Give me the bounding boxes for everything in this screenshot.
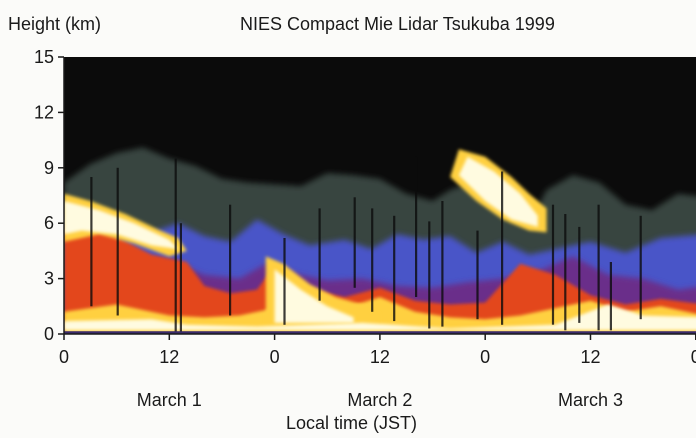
near-surface-layer [64, 304, 696, 331]
data-gap-streak [639, 215, 642, 320]
x-tick-label: 12 [370, 347, 390, 367]
y-tick-label: 3 [44, 269, 54, 289]
y-tick-label: 6 [44, 213, 54, 233]
x-axis-label: Local time (JST) [286, 413, 418, 433]
data-gap-streak [116, 167, 119, 316]
data-gap-streak [441, 201, 444, 327]
data-gap-streak [174, 158, 177, 334]
y-tick-label: 15 [34, 47, 54, 67]
chart-title: NIES Compact Mie Lidar Tsukuba 1999 [240, 14, 555, 34]
x-tick-label: 12 [580, 347, 600, 367]
x-tick-label: 0 [691, 347, 696, 367]
data-gap-streak [415, 156, 418, 297]
heatmap-plot-area [64, 57, 696, 334]
y-tick-label: 0 [44, 324, 54, 344]
data-gap-streak [283, 238, 286, 325]
cloud-layer-march3-core [458, 156, 538, 227]
data-gap-streak [179, 223, 182, 334]
cloud-layer-march1-core [64, 201, 179, 250]
data-gap-streak [597, 204, 600, 331]
very-strong-signal-region [64, 297, 696, 334]
data-gap-streak [318, 208, 321, 301]
day-label: March 2 [347, 390, 412, 410]
data-gap-streak [564, 214, 567, 331]
data-gap-streak [229, 204, 232, 316]
strong-signal-region [64, 225, 696, 334]
axes: 0 3 6 9 12 15 0 12 0 12 0 12 0 March 1 March 2 March 3 [34, 47, 696, 410]
data-gap-streak [90, 177, 93, 307]
day-label: March 1 [137, 390, 202, 410]
data-gap-streak [609, 262, 612, 331]
data-gap-streak [371, 208, 374, 312]
data-gap-streak [501, 171, 504, 325]
data-gap-streak [428, 221, 431, 329]
x-tick-label: 0 [270, 347, 280, 367]
y-axis-label: Height (km) [8, 14, 102, 34]
data-gap-streak [476, 230, 479, 320]
aerosol-plume-core [274, 269, 354, 323]
data-gap-streak [578, 226, 581, 323]
y-tick-label: 12 [34, 102, 54, 122]
x-tick-label: 0 [480, 347, 490, 367]
data-gap-streak [551, 204, 555, 325]
y-tick-label: 9 [44, 158, 54, 178]
x-tick-label: 12 [159, 347, 179, 367]
data-gap-streak [353, 197, 356, 288]
x-tick-label: 0 [59, 347, 69, 367]
data-gap-streak [393, 215, 396, 322]
ground-line [64, 331, 696, 334]
day-label: March 3 [558, 390, 623, 410]
